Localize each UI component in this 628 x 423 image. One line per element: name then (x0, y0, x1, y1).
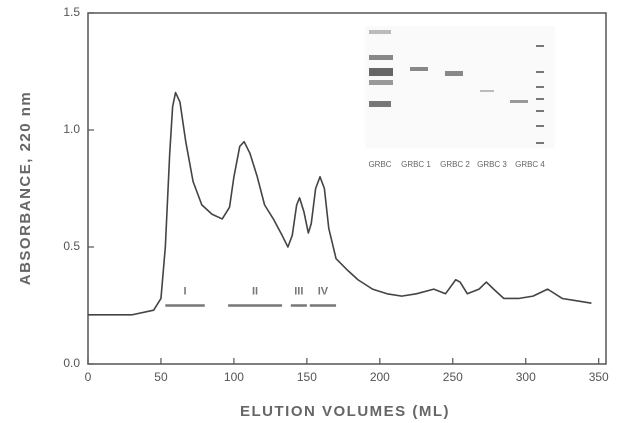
lane-label: GRBC (368, 160, 391, 169)
x-tick-label: 100 (224, 370, 244, 384)
x-tick-label: 300 (516, 370, 536, 384)
lane-label: GRBC 1 (401, 160, 431, 169)
gel-band (410, 67, 428, 71)
fraction-label: I (184, 285, 187, 297)
gel-band (369, 80, 393, 85)
x-tick-label: 200 (370, 370, 390, 384)
x-tick-label: 250 (443, 370, 463, 384)
gel-band (369, 55, 393, 60)
chart: ELUTION VOLUMES (ML) ABSORBANCE, 220 nm … (0, 0, 628, 423)
x-axis-title: ELUTION VOLUMES (ML) (240, 403, 450, 420)
fraction-label: IV (318, 285, 329, 297)
lane-label: GRBC 3 (477, 160, 507, 169)
y-tick-label: 0.5 (63, 239, 80, 253)
gel-background (365, 26, 555, 148)
y-tick-label: 1.5 (63, 5, 80, 19)
y-tick-label: 0.0 (63, 356, 80, 370)
gel-band (369, 30, 391, 34)
lane-label: GRBC 4 (515, 160, 545, 169)
gel-band (369, 101, 391, 107)
y-tick-label: 1.0 (63, 122, 80, 136)
x-tick-label: 350 (589, 370, 609, 384)
lane-label: GRBC 2 (440, 160, 470, 169)
gel-band (510, 100, 528, 103)
x-tick-label: 50 (154, 370, 168, 384)
gel-band (480, 90, 494, 92)
x-tick-label: 150 (297, 370, 317, 384)
gel-inset (365, 26, 555, 148)
fraction-label: II (252, 285, 258, 297)
gel-band (445, 71, 463, 76)
y-axis-title: ABSORBANCE, 220 nm (17, 91, 34, 286)
fraction-label: III (294, 285, 303, 297)
x-tick-label: 0 (85, 370, 92, 384)
gel-band (369, 68, 393, 76)
